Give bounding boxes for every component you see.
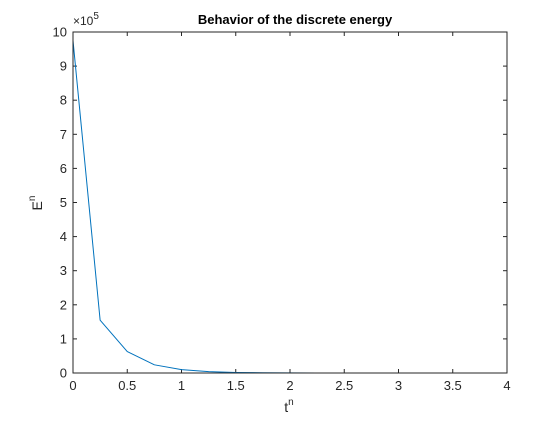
y-tick-label-1: 1 xyxy=(60,331,67,346)
x-tick-label-1-5: 1.5 xyxy=(227,378,245,393)
y-tick-label-4: 4 xyxy=(60,229,67,244)
y-axis-label-sup: n xyxy=(27,196,38,202)
plot-area xyxy=(73,32,507,373)
y-tick-label-5: 5 xyxy=(60,195,67,210)
y-multiplier-exponent: 5 xyxy=(93,11,99,22)
y-axis-label: En xyxy=(27,196,45,211)
x-axis-label-base: t xyxy=(284,399,288,415)
x-tick-label-2: 2 xyxy=(286,378,293,393)
x-tick-label-3-5: 3.5 xyxy=(444,378,462,393)
x-axis-label: tn xyxy=(284,397,293,415)
y-axis-label-base: E xyxy=(29,201,45,210)
y-multiplier: ×105 xyxy=(73,11,99,28)
y-tick-label-10: 10 xyxy=(53,25,67,40)
y-tick-label-8: 8 xyxy=(60,93,67,108)
x-tick-label-2-5: 2.5 xyxy=(335,378,353,393)
y-tick-label-3: 3 xyxy=(60,263,67,278)
y-tick-label-6: 6 xyxy=(60,161,67,176)
y-tick-label-0: 0 xyxy=(60,366,67,381)
axes-box xyxy=(72,31,508,374)
chart-title: Behavior of the discrete energy xyxy=(198,12,393,27)
y-tick-label-9: 9 xyxy=(60,59,67,74)
y-tick-label-7: 7 xyxy=(60,127,67,142)
x-tick-label-1: 1 xyxy=(178,378,185,393)
x-tick-label-0: 0 xyxy=(69,378,76,393)
x-tick-label-0-5: 0.5 xyxy=(118,378,136,393)
tick-labels: 0 0.5 1 1.5 2 2.5 3 3.5 4 0 1 2 3 4 5 6 7 8 9 10 xyxy=(53,25,511,394)
x-tick-label-3: 3 xyxy=(395,378,402,393)
y-multiplier-prefix: ×10 xyxy=(73,14,94,28)
x-tick-label-4: 4 xyxy=(503,378,510,393)
x-axis-label-sup: n xyxy=(288,397,294,408)
y-tick-label-2: 2 xyxy=(60,297,67,312)
